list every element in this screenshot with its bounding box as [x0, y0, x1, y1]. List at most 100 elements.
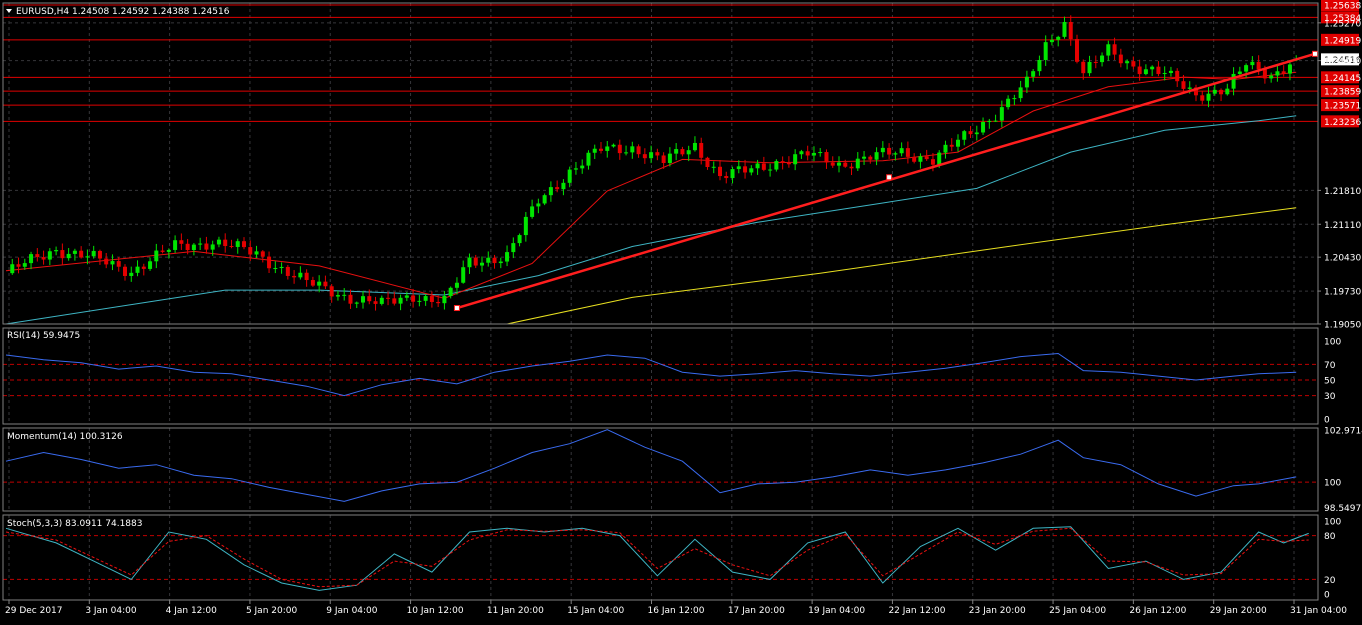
stoch-tick-label: 20 — [1324, 576, 1336, 586]
candle-body — [367, 296, 372, 302]
candle — [16, 257, 21, 274]
candle — [768, 163, 773, 177]
candle — [442, 290, 447, 310]
candle — [862, 151, 867, 165]
candle-body — [837, 162, 841, 166]
candle-body — [135, 266, 140, 273]
price-level-label: 1.23236 — [1324, 118, 1361, 128]
candle-body — [642, 154, 647, 159]
candle — [298, 266, 303, 280]
price-tick-label: 1.20430 — [1324, 254, 1361, 264]
candle-body — [1181, 81, 1186, 89]
candle-body — [229, 246, 234, 248]
candle — [1093, 55, 1098, 69]
candle-body — [148, 261, 153, 269]
trendline[interactable] — [456, 52, 1316, 310]
candle — [367, 289, 372, 305]
candle-body — [943, 144, 948, 153]
candle — [22, 258, 27, 270]
pane-frame — [2, 2, 1319, 325]
candle-body — [54, 250, 59, 252]
candle — [1118, 48, 1123, 68]
rsi-tick-label: 30 — [1324, 392, 1336, 402]
candle — [279, 262, 284, 274]
candle — [824, 149, 829, 169]
candle-body — [1093, 61, 1098, 63]
candle-body — [35, 254, 40, 258]
candle-body — [768, 169, 773, 171]
rsi-tick-label: 0 — [1324, 416, 1330, 426]
candle — [91, 245, 96, 259]
candle — [517, 233, 522, 247]
candle-body — [22, 263, 27, 267]
candle — [429, 291, 434, 308]
candle — [674, 143, 679, 161]
candle-body — [173, 240, 178, 250]
candle — [780, 156, 785, 170]
candle — [1018, 80, 1023, 102]
candle — [573, 161, 578, 175]
rsi-tick-label: 50 — [1324, 377, 1336, 387]
candle — [749, 165, 754, 176]
price-tick-label: 1.21810 — [1324, 187, 1361, 197]
candle — [567, 166, 572, 188]
candle-body — [216, 239, 221, 245]
candle — [912, 153, 917, 164]
time-tick-label: 29 Dec 2017 — [5, 606, 63, 616]
candle — [1075, 34, 1079, 64]
candle — [849, 162, 854, 176]
candle-body — [1068, 21, 1073, 40]
candle-body — [1156, 66, 1161, 74]
candle — [304, 269, 309, 287]
candle-body — [774, 161, 779, 170]
candle — [605, 140, 610, 158]
candle — [1194, 84, 1198, 102]
rsi-line — [5, 352, 1297, 397]
candle-body — [1024, 76, 1029, 88]
candle — [761, 156, 766, 172]
price-level-label: 1.23859 — [1324, 88, 1361, 98]
trendline-handle[interactable] — [453, 305, 460, 312]
time-tick-label: 9 Jan 04:00 — [326, 606, 378, 616]
trendline-handle[interactable] — [1312, 50, 1318, 57]
candle-body — [386, 297, 391, 299]
candle-body — [1162, 73, 1167, 75]
candle-body — [379, 297, 384, 304]
candle — [1112, 37, 1117, 61]
candle-body — [210, 244, 215, 250]
candle-body — [780, 161, 785, 163]
candle-body — [398, 297, 403, 304]
candle-body — [956, 139, 960, 147]
candle — [417, 295, 422, 307]
candle — [655, 148, 660, 161]
candle-body — [1200, 95, 1205, 101]
candle — [1081, 59, 1086, 80]
candle — [962, 129, 967, 146]
candle-body — [730, 169, 735, 179]
candle-body — [1231, 73, 1236, 89]
candle — [880, 141, 885, 158]
candle-body — [999, 107, 1004, 121]
trendline-handle[interactable] — [886, 174, 893, 181]
candle — [1068, 15, 1073, 46]
candle — [1100, 52, 1105, 67]
candle-body — [743, 166, 748, 173]
candle-body — [1168, 70, 1173, 74]
candle-body — [166, 249, 171, 252]
candle-body — [79, 250, 84, 258]
candle-body — [981, 122, 986, 133]
candle — [680, 146, 685, 157]
dropdown-triangle-icon[interactable] — [6, 9, 12, 13]
ma-yellow-line — [506, 207, 1297, 325]
candle — [1043, 35, 1048, 66]
candle-body — [849, 166, 854, 169]
candle — [398, 294, 403, 311]
current-price-label: 1.24516 — [1324, 56, 1361, 66]
candle-body — [949, 144, 954, 147]
candle — [1143, 64, 1148, 76]
candle — [555, 180, 560, 193]
candle-body — [1262, 69, 1267, 79]
candle — [480, 256, 484, 272]
